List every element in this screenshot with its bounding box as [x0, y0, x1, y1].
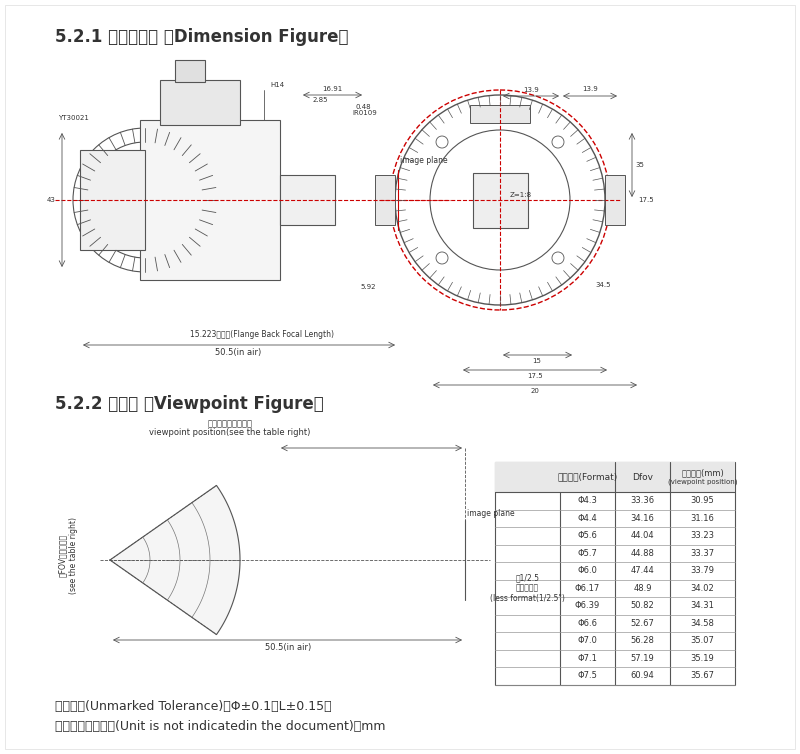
- Text: Φ5.7: Φ5.7: [578, 549, 598, 558]
- Text: H14: H14: [270, 82, 284, 88]
- Text: Φ5.6: Φ5.6: [578, 532, 598, 541]
- Bar: [80, 150, 145, 250]
- Text: Φ4.4: Φ4.4: [578, 513, 598, 523]
- Text: Φ4.3: Φ4.3: [578, 496, 598, 505]
- Text: 34.5: 34.5: [595, 282, 610, 288]
- Text: 34.58: 34.58: [690, 619, 714, 628]
- Text: Φ6.0: Φ6.0: [578, 566, 598, 575]
- Text: 50.5(in air): 50.5(in air): [265, 643, 311, 652]
- Text: 43: 43: [47, 197, 56, 203]
- Bar: [280, 175, 335, 225]
- Text: Z=1:8: Z=1:8: [510, 192, 532, 198]
- Text: 35.19: 35.19: [690, 654, 714, 663]
- Text: （1/2.5
以下镜头）
(less format(1/2.5"): （1/2.5 以下镜头） (less format(1/2.5"): [490, 573, 565, 603]
- Text: 13.9: 13.9: [523, 87, 539, 93]
- Polygon shape: [110, 486, 240, 635]
- Text: viewpoint position(see the table right): viewpoint position(see the table right): [150, 428, 310, 437]
- Text: 30.95: 30.95: [690, 496, 714, 505]
- Text: Φ7.5: Φ7.5: [578, 671, 598, 680]
- Text: Dfov: Dfov: [632, 473, 653, 482]
- Text: 33.37: 33.37: [690, 549, 714, 558]
- Text: IR0109: IR0109: [352, 110, 377, 116]
- Text: Φ6.17: Φ6.17: [575, 584, 600, 593]
- Text: 47.44: 47.44: [630, 566, 654, 575]
- Bar: [470, 105, 530, 123]
- Text: YT30021: YT30021: [58, 115, 89, 121]
- Text: 5.92: 5.92: [360, 284, 375, 290]
- Text: Φ6.6: Φ6.6: [578, 619, 598, 628]
- Bar: [140, 120, 280, 280]
- Text: 视点位置(mm): 视点位置(mm): [681, 468, 724, 477]
- Text: image plane: image plane: [400, 156, 448, 165]
- Text: 2.85: 2.85: [312, 97, 328, 103]
- Text: Φ7.1: Φ7.1: [578, 654, 598, 663]
- Text: Φ7.0: Φ7.0: [578, 636, 598, 645]
- Text: 33.79: 33.79: [690, 566, 714, 575]
- Text: 56.28: 56.28: [630, 636, 654, 645]
- Text: 0.48: 0.48: [355, 104, 370, 110]
- Text: 44.88: 44.88: [630, 549, 654, 558]
- Text: 5.2.2 视点图 （Viewpoint Figure）: 5.2.2 视点图 （Viewpoint Figure）: [55, 395, 324, 413]
- Text: 50.5(in air): 50.5(in air): [215, 348, 261, 357]
- Text: 34.16: 34.16: [630, 513, 654, 523]
- Text: 15.223以三脚(Flange Back Focal Length): 15.223以三脚(Flange Back Focal Length): [190, 330, 334, 339]
- Text: 15: 15: [533, 358, 542, 364]
- Text: 16.91: 16.91: [322, 86, 342, 92]
- Text: 60.94: 60.94: [630, 671, 654, 680]
- Text: 像面大小(Format): 像面大小(Format): [558, 473, 618, 482]
- Text: 视FOV（见表格）
(see the table right): 视FOV（见表格） (see the table right): [58, 516, 78, 593]
- Text: 48.9: 48.9: [634, 584, 652, 593]
- Text: 17.5: 17.5: [638, 197, 654, 203]
- Bar: [375, 175, 395, 225]
- Text: 本规格书未注单位(Unit is not indicatedin the document)：mm: 本规格书未注单位(Unit is not indicatedin the doc…: [55, 720, 386, 733]
- Text: 57.19: 57.19: [630, 654, 654, 663]
- Text: 31.16: 31.16: [690, 513, 714, 523]
- Text: 34.02: 34.02: [690, 584, 714, 593]
- Bar: [605, 175, 625, 225]
- Text: 52.67: 52.67: [630, 619, 654, 628]
- Text: 5.2.1 外形尺寸图 （Dimension Figure）: 5.2.1 外形尺寸图 （Dimension Figure）: [55, 28, 349, 46]
- Bar: [160, 80, 240, 125]
- Bar: [473, 173, 527, 228]
- Text: 13.9: 13.9: [582, 86, 598, 92]
- Text: 50.82: 50.82: [630, 601, 654, 610]
- Text: (viewpoint position): (viewpoint position): [668, 479, 738, 486]
- Text: image plane: image plane: [467, 509, 514, 518]
- Text: 视点位置（见表格）: 视点位置（见表格）: [207, 419, 253, 428]
- Text: 44.04: 44.04: [630, 532, 654, 541]
- Text: 35: 35: [635, 162, 644, 168]
- Bar: [495, 462, 735, 492]
- Text: 33.23: 33.23: [690, 532, 714, 541]
- Text: 17.5: 17.5: [527, 373, 543, 379]
- Text: 20: 20: [530, 388, 539, 394]
- Text: 未注公差(Unmarked Tolerance)：Φ±0.1，L±0.15，: 未注公差(Unmarked Tolerance)：Φ±0.1，L±0.15，: [55, 700, 332, 713]
- Text: 33.36: 33.36: [630, 496, 654, 505]
- Text: 34.31: 34.31: [690, 601, 714, 610]
- Text: Φ6.39: Φ6.39: [575, 601, 600, 610]
- Text: 35.67: 35.67: [690, 671, 714, 680]
- Bar: [495, 462, 735, 685]
- Bar: [175, 60, 205, 82]
- Text: 35.07: 35.07: [690, 636, 714, 645]
